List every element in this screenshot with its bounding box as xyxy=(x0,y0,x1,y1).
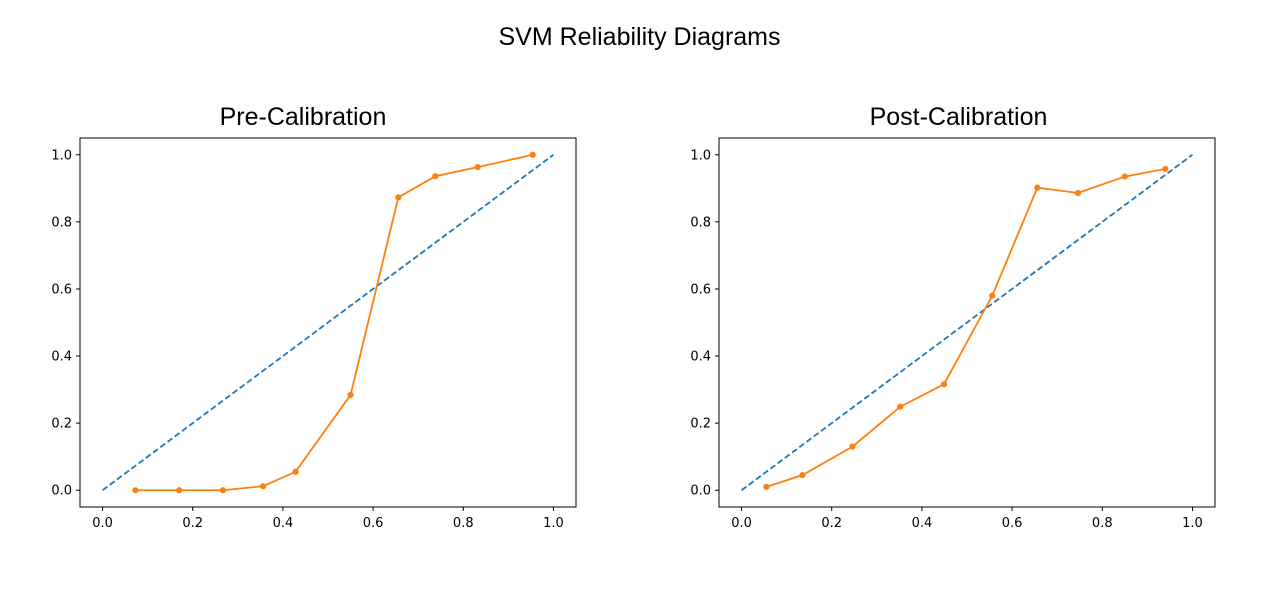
calibration-point xyxy=(897,403,904,410)
x-tick-label: 1.0 xyxy=(543,516,564,531)
calibration-point xyxy=(474,164,481,171)
post-calibration-axes: Post-Calibration 0.0 0.2 0.4 0.6 0.8 1.0 0.0 0.… xyxy=(690,103,1216,531)
calibration-point xyxy=(292,468,299,475)
calibration-point xyxy=(432,173,439,180)
x-tick-label: 0.6 xyxy=(1002,516,1023,531)
calibration-point xyxy=(176,487,183,494)
x-tick-label: 0.2 xyxy=(182,516,203,531)
x-tick-label: 0.4 xyxy=(273,516,294,531)
x-tick-label: 0.8 xyxy=(453,516,474,531)
y-tick-label: 1.0 xyxy=(51,148,72,163)
calibration-point xyxy=(1034,184,1041,191)
calibration-point xyxy=(849,443,856,450)
y-tick-label: 0.6 xyxy=(51,282,72,297)
calibration-point xyxy=(1162,165,1169,172)
axes-frame xyxy=(79,137,577,508)
y-tick-label: 0.2 xyxy=(51,417,72,432)
calibration-point xyxy=(799,472,806,479)
y-tick-label: 1.0 xyxy=(690,148,711,163)
calibration-point xyxy=(219,487,227,494)
perfect-calibration-line xyxy=(741,154,1193,491)
x-tick-label: 0.2 xyxy=(821,516,842,531)
calibration-point xyxy=(940,381,948,388)
x-tick-label: 0.6 xyxy=(363,516,384,531)
x-tick-label: 0.8 xyxy=(1092,516,1113,531)
calibration-point xyxy=(989,292,996,299)
x-tick-label: 0.0 xyxy=(92,516,113,531)
calibration-point xyxy=(132,487,139,494)
x-tick-label: 0.4 xyxy=(912,516,933,531)
y-tick-label: 0.4 xyxy=(51,350,72,365)
calibration-curve-line xyxy=(135,153,533,492)
y-tick-label: 0.0 xyxy=(51,484,72,499)
calibration-point xyxy=(1074,189,1082,197)
calibration-point xyxy=(395,194,402,201)
y-tick-label: 0.2 xyxy=(690,417,711,432)
y-tick-label: 0.0 xyxy=(690,484,711,499)
pre-calibration-axes: Pre-Calibration 0.0 0.2 0.4 0.6 0.8 1.0 0.0 0.2… xyxy=(51,103,577,531)
pre-calibration-title: Pre-Calibration xyxy=(220,103,387,131)
calibration-curve-line xyxy=(766,167,1166,488)
y-tick-label: 0.6 xyxy=(690,282,711,297)
figure-suptitle: SVM Reliability Diagrams xyxy=(498,23,780,51)
post-calibration-title: Post-Calibration xyxy=(870,103,1048,131)
y-tick-label: 0.4 xyxy=(690,350,711,365)
calibration-point xyxy=(1121,173,1128,180)
calibration-point xyxy=(763,483,770,490)
axes-frame xyxy=(718,137,1216,508)
x-tick-label: 1.0 xyxy=(1182,516,1203,531)
calibration-point xyxy=(347,391,354,399)
calibration-point xyxy=(529,151,536,158)
y-tick-label: 0.8 xyxy=(690,215,711,230)
perfect-calibration-line xyxy=(102,154,554,491)
y-tick-label: 0.8 xyxy=(51,215,72,230)
x-tick-label: 0.0 xyxy=(731,516,752,531)
calibration-point xyxy=(259,483,267,490)
